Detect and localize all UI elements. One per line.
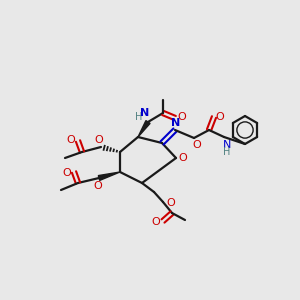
Text: N: N	[223, 140, 231, 150]
Text: O: O	[178, 112, 186, 122]
Text: H: H	[223, 147, 231, 157]
Text: O: O	[178, 153, 188, 163]
Text: O: O	[67, 135, 75, 145]
Text: O: O	[216, 112, 224, 122]
Text: O: O	[94, 181, 102, 191]
Polygon shape	[98, 172, 120, 180]
Text: O: O	[152, 217, 160, 227]
Text: N: N	[171, 118, 181, 128]
Text: O: O	[167, 198, 176, 208]
Text: H: H	[135, 112, 143, 122]
Polygon shape	[138, 121, 150, 137]
Text: N: N	[140, 108, 150, 118]
Text: O: O	[63, 168, 71, 178]
Text: O: O	[193, 140, 201, 150]
Text: O: O	[94, 135, 103, 145]
